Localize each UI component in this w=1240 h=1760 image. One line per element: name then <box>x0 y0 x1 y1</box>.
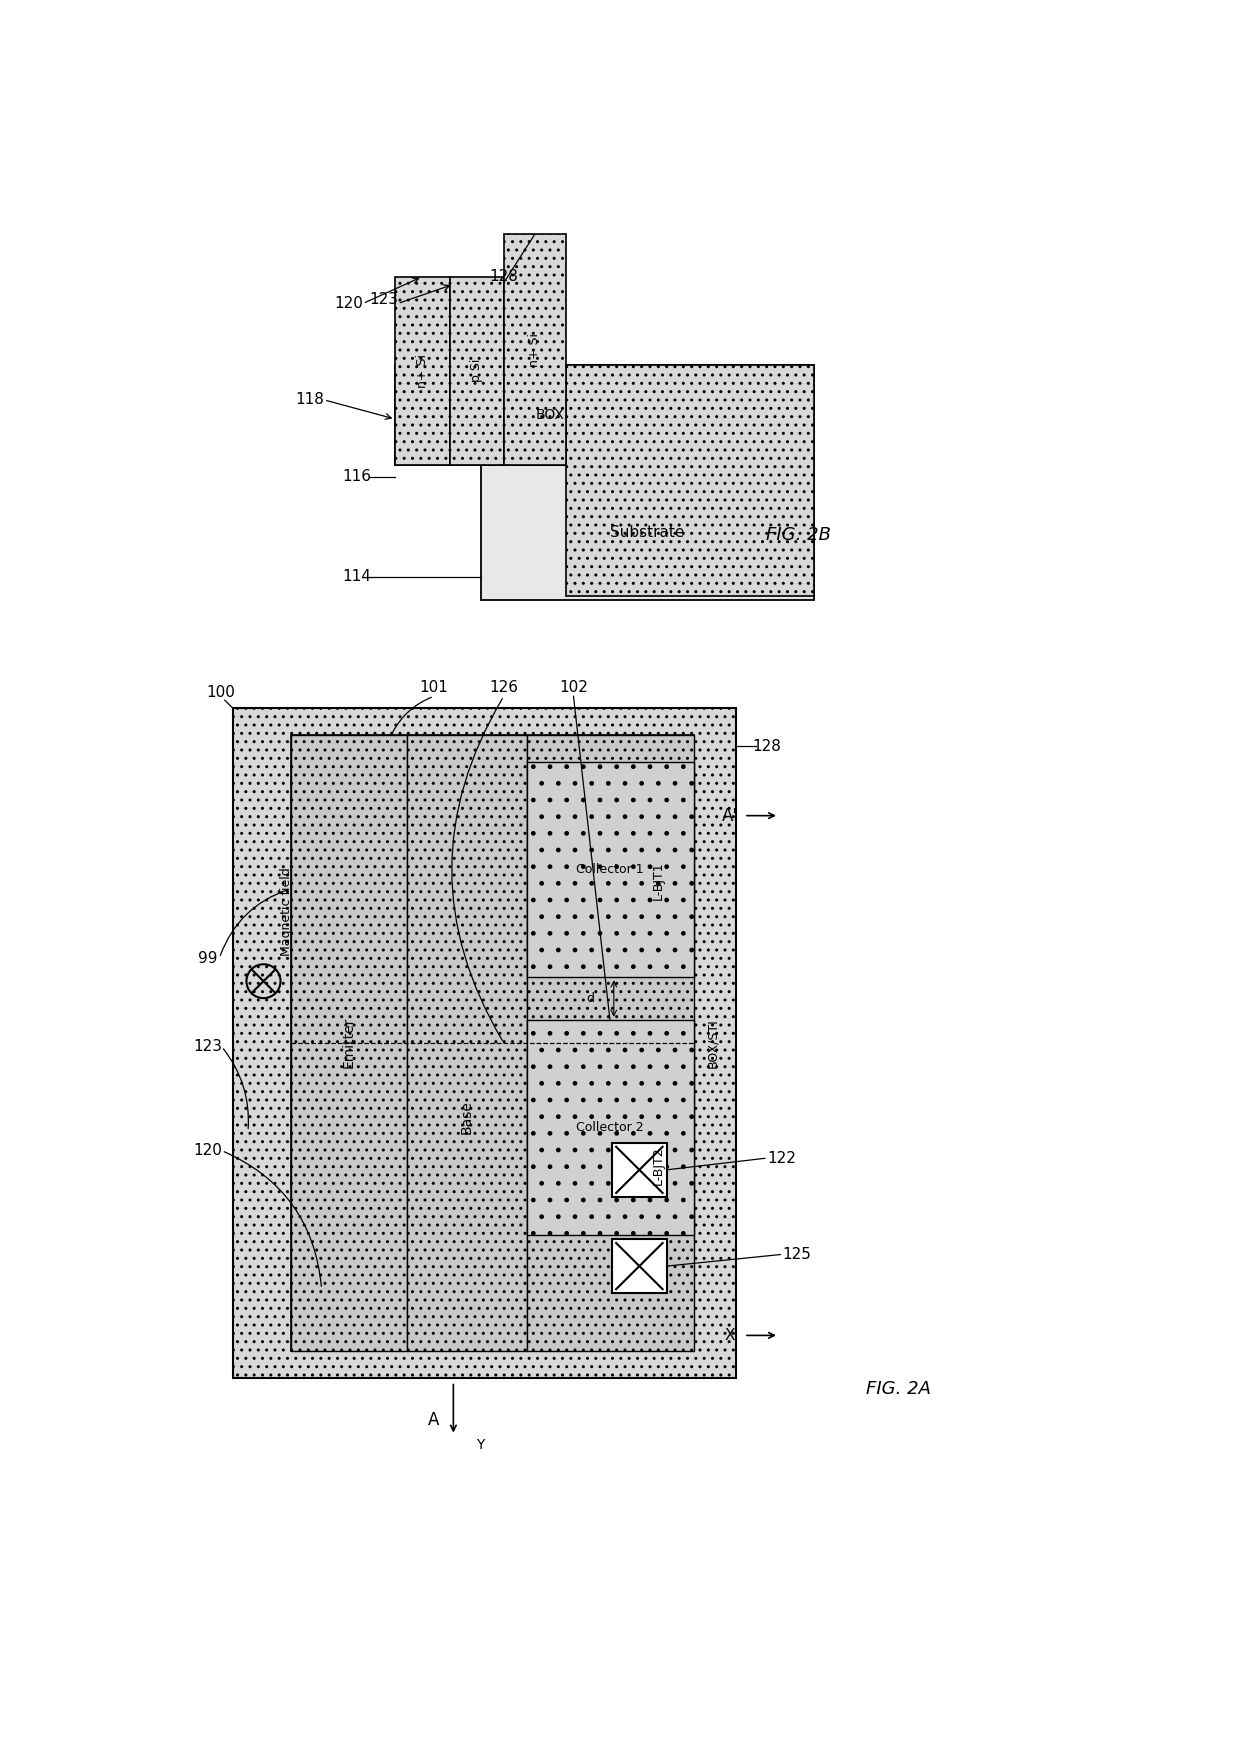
Text: L-BJT2: L-BJT2 <box>652 1148 665 1184</box>
Text: 102: 102 <box>559 679 588 695</box>
Text: A': A' <box>722 806 738 825</box>
Text: BOX/STI: BOX/STI <box>707 1017 719 1068</box>
Text: L-BJT1: L-BJT1 <box>652 862 665 901</box>
Bar <box>396 364 813 465</box>
Bar <box>233 708 737 1378</box>
Bar <box>565 364 813 597</box>
Bar <box>481 465 813 600</box>
Text: Substrate: Substrate <box>610 524 684 540</box>
Bar <box>527 1019 693 1236</box>
Text: 123: 123 <box>193 1038 222 1054</box>
Text: Magnetic field: Magnetic field <box>280 868 293 956</box>
Bar <box>613 1239 667 1294</box>
Text: Collector 1: Collector 1 <box>577 862 644 876</box>
Text: 128: 128 <box>490 269 518 283</box>
Text: 100: 100 <box>206 685 236 700</box>
Text: Collector 2: Collector 2 <box>577 1121 644 1133</box>
Text: 120: 120 <box>193 1142 222 1158</box>
Text: p Si: p Si <box>470 359 484 382</box>
Text: n+ Si: n+ Si <box>528 333 541 366</box>
Bar <box>613 1142 667 1197</box>
Bar <box>449 276 503 465</box>
Text: 118: 118 <box>295 392 325 407</box>
Bar <box>527 762 693 977</box>
Bar <box>527 736 693 1352</box>
Text: 114: 114 <box>342 570 371 584</box>
Text: 123: 123 <box>370 292 398 308</box>
Text: 99: 99 <box>198 950 217 966</box>
Bar <box>407 736 527 1352</box>
Text: A: A <box>428 1412 440 1429</box>
Text: FIG. 2A: FIG. 2A <box>867 1380 931 1397</box>
Text: d: d <box>587 991 594 1005</box>
Text: FIG. 2B: FIG. 2B <box>766 526 831 544</box>
Text: Emitter: Emitter <box>342 1017 356 1068</box>
Bar <box>290 736 407 1352</box>
Text: Base: Base <box>460 1100 474 1133</box>
Text: 120: 120 <box>335 296 363 312</box>
Text: 128: 128 <box>753 739 781 753</box>
Text: Y: Y <box>476 1438 485 1452</box>
Text: 122: 122 <box>768 1151 796 1165</box>
Text: 125: 125 <box>782 1248 812 1262</box>
Text: X: X <box>725 1327 735 1343</box>
Text: n+ Si: n+ Si <box>415 354 429 387</box>
Bar <box>396 276 449 465</box>
Text: 116: 116 <box>342 470 371 484</box>
Bar <box>290 736 693 1352</box>
Text: 126: 126 <box>490 679 518 695</box>
Bar <box>503 234 565 465</box>
Text: 101: 101 <box>419 679 449 695</box>
Text: BOX: BOX <box>536 408 564 422</box>
